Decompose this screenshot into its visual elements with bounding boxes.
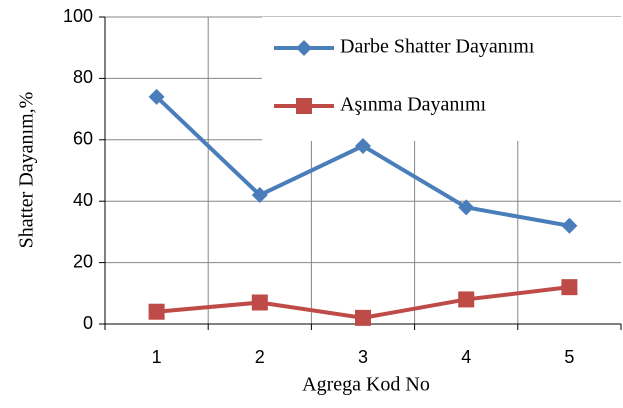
- x-tick-label: 1: [152, 347, 162, 367]
- data-point: [148, 88, 165, 105]
- data-point: [148, 303, 165, 320]
- y-tick-label: 100: [63, 6, 93, 26]
- data-point: [251, 294, 268, 311]
- data-point: [561, 279, 578, 296]
- y-tick-label: 20: [73, 251, 93, 271]
- data-point: [355, 309, 371, 326]
- data-point: [251, 187, 268, 204]
- x-tick-label: 2: [255, 347, 265, 367]
- data-point: [561, 217, 578, 234]
- x-tick-label: 3: [358, 347, 368, 367]
- data-point: [458, 199, 475, 216]
- y-tick-label: 80: [73, 67, 93, 87]
- legend-label: Aşınma Dayanımı: [340, 94, 487, 116]
- legend-marker: [296, 98, 312, 114]
- x-tick-label: 4: [461, 347, 471, 367]
- y-axis-title: Shatter Dayanım,%: [16, 92, 38, 249]
- legend-label: Darbe Shatter Dayanımı: [340, 36, 535, 58]
- y-tick-label: 60: [73, 129, 93, 149]
- x-tick-label: 5: [564, 347, 574, 367]
- data-point: [458, 291, 475, 308]
- y-tick-label: 40: [73, 190, 93, 210]
- x-axis-title: Agrega Kod No: [302, 374, 430, 396]
- legend-box: [262, 17, 621, 141]
- legend-marker: [296, 40, 312, 56]
- data-point: [355, 137, 371, 154]
- y-tick-label: 0: [83, 313, 93, 333]
